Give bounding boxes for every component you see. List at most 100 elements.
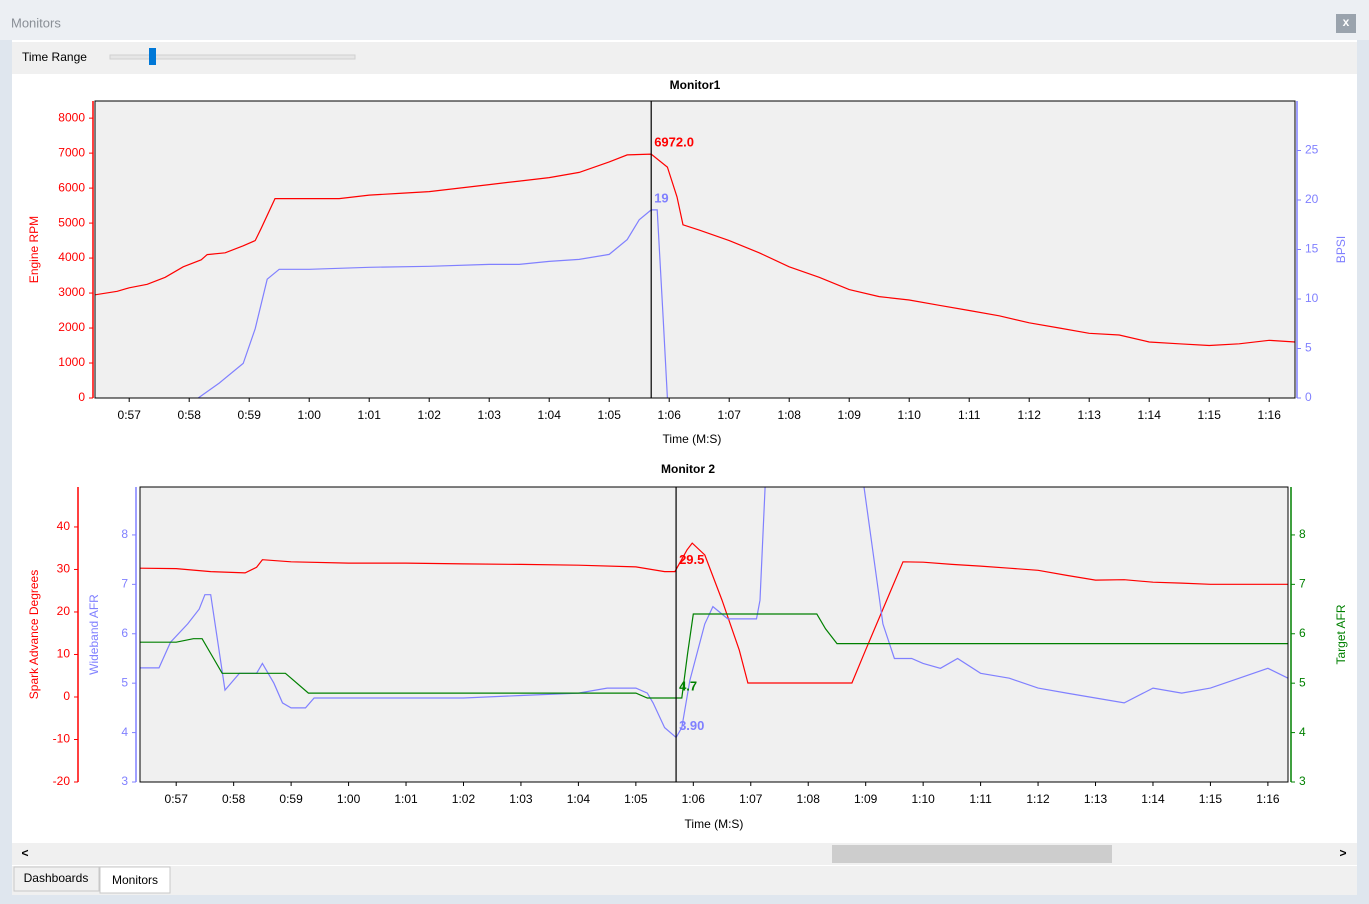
y-tick-label: 3000	[58, 285, 85, 299]
y-tick-label: 7000	[58, 145, 85, 159]
y-tick-label: 4	[1299, 725, 1306, 739]
x-tick-label: 1:09	[854, 792, 878, 806]
cursor-readout: 19	[654, 190, 668, 205]
tab-label[interactable]: Dashboards	[24, 871, 89, 885]
title-bar	[0, 0, 1369, 40]
x-tick-label: 1:13	[1078, 408, 1102, 422]
scrollbar	[12, 843, 1357, 865]
y-tick-label: 5000	[58, 215, 85, 229]
y-tick-label: 7	[1299, 577, 1306, 591]
x-tick-label: 1:06	[658, 408, 682, 422]
y-axis-label: Spark Advance Degrees	[27, 570, 41, 699]
y-axis-label: Engine RPM	[27, 216, 41, 283]
x-tick-label: 0:57	[118, 408, 142, 422]
x-tick-label: 0:57	[165, 792, 189, 806]
y-tick-label: 4	[121, 725, 128, 739]
x-tick-label: 1:15	[1199, 792, 1223, 806]
plot-border	[94, 100, 1296, 399]
y-tick-label: 10	[1305, 291, 1319, 305]
y-tick-label: 7	[121, 577, 128, 591]
x-tick-label: 1:03	[478, 408, 502, 422]
tab[interactable]	[13, 866, 100, 892]
close-icon[interactable]: x	[1343, 15, 1350, 29]
tab-selected[interactable]	[99, 866, 171, 894]
chart-title: Monitor1	[670, 78, 721, 92]
time-range-label: Time Range	[22, 50, 87, 64]
x-tick-label: 1:00	[298, 408, 322, 422]
x-tick-label: 1:07	[739, 792, 763, 806]
y-tick-label: 25	[1305, 143, 1319, 157]
close-button[interactable]	[1336, 14, 1356, 33]
y-tick-label: 5	[1299, 675, 1306, 689]
series-line	[140, 542, 1288, 684]
y-tick-label: 5	[1305, 341, 1312, 355]
slider-track[interactable]	[109, 54, 356, 60]
y-tick-label: 1000	[58, 355, 85, 369]
y-tick-label: 2000	[58, 320, 85, 334]
y-tick-label: -10	[53, 732, 71, 746]
x-tick-label: 0:59	[279, 792, 303, 806]
y-tick-label: 5	[121, 675, 128, 689]
series-line	[140, 613, 1288, 699]
x-tick-label: 1:04	[538, 408, 562, 422]
x-axis-label: Time (M:S)	[663, 432, 722, 446]
y-tick-label: 4000	[58, 250, 85, 264]
y-tick-label: 0	[63, 689, 70, 703]
x-tick-label: 1:14	[1138, 408, 1162, 422]
plot-area	[140, 487, 1288, 782]
y-tick-label: 30	[57, 562, 71, 576]
x-tick-label: 1:04	[567, 792, 591, 806]
cursor-readout: 29.5	[679, 552, 704, 567]
x-tick-label: 1:16	[1256, 792, 1280, 806]
y-tick-label: 6	[121, 626, 128, 640]
x-tick-label: 1:00	[337, 792, 361, 806]
y-tick-label: 0	[78, 390, 85, 404]
window-title: Monitors	[11, 15, 61, 30]
x-tick-label: 1:13	[1084, 792, 1108, 806]
x-axis-label: Time (M:S)	[685, 817, 744, 831]
y-tick-label: 3	[1299, 774, 1306, 788]
x-tick-label: 1:05	[598, 408, 622, 422]
y-tick-label: -20	[53, 774, 71, 788]
slider-thumb[interactable]	[149, 48, 156, 65]
x-tick-label: 1:02	[452, 792, 476, 806]
cursor-readout: 4.7	[679, 678, 697, 693]
x-tick-label: 1:11	[958, 408, 981, 422]
x-tick-label: 1:02	[418, 408, 442, 422]
scroll-right[interactable]: >	[1339, 846, 1346, 860]
y-tick-label: 8	[1299, 527, 1306, 541]
x-tick-label: 1:10	[911, 792, 935, 806]
series-line	[95, 153, 1295, 347]
plot-area	[95, 101, 1295, 398]
series-line	[197, 209, 668, 398]
y-tick-label: 6	[1299, 626, 1306, 640]
scroll-thumb[interactable]	[832, 845, 1112, 863]
x-tick-label: 1:11	[969, 792, 992, 806]
x-tick-label: 1:14	[1141, 792, 1165, 806]
x-tick-label: 1:03	[509, 792, 533, 806]
x-tick-label: 1:12	[1018, 408, 1042, 422]
x-tick-label: 1:08	[797, 792, 821, 806]
x-tick-label: 1:12	[1026, 792, 1050, 806]
cursor-readout: 3.90	[679, 718, 704, 733]
x-tick-label: 1:01	[394, 792, 418, 806]
tab-label[interactable]: Monitors	[112, 873, 158, 887]
y-tick-label: 0	[1305, 390, 1312, 404]
y-tick-label: 8000	[58, 110, 85, 124]
y-axis-label: BPSI	[1334, 236, 1348, 263]
plot-border	[139, 486, 1289, 783]
x-tick-label: 1:16	[1258, 408, 1282, 422]
x-tick-label: 0:59	[238, 408, 262, 422]
y-tick-label: 20	[57, 604, 71, 618]
y-tick-label: 40	[57, 519, 71, 533]
x-tick-label: 1:09	[838, 408, 862, 422]
scroll-left[interactable]: <	[21, 846, 28, 860]
y-tick-label: 3	[121, 774, 128, 788]
x-tick-label: 1:07	[718, 408, 742, 422]
y-tick-label: 10	[57, 647, 71, 661]
y-tick-label: 15	[1305, 242, 1319, 256]
x-tick-label: 1:08	[778, 408, 802, 422]
x-tick-label: 1:10	[898, 408, 922, 422]
